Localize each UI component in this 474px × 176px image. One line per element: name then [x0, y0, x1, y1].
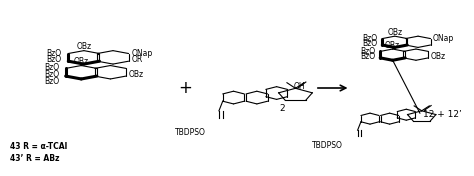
- Text: 12 + 12’: 12 + 12’: [423, 110, 462, 119]
- Text: OBz: OBz: [128, 70, 144, 79]
- Text: BzO: BzO: [360, 46, 375, 56]
- Text: BzO: BzO: [46, 49, 62, 58]
- Text: TBDPSO: TBDPSO: [175, 128, 206, 137]
- Text: BzO: BzO: [362, 39, 377, 48]
- Text: OBz: OBz: [74, 57, 89, 66]
- Text: ONap: ONap: [131, 49, 153, 58]
- Text: 43’ R = ABz: 43’ R = ABz: [10, 154, 60, 163]
- Text: BzO: BzO: [44, 77, 59, 86]
- Text: ONap: ONap: [433, 34, 454, 43]
- Text: BzO: BzO: [46, 55, 62, 64]
- Text: OBz: OBz: [430, 52, 446, 61]
- Text: OH: OH: [293, 82, 305, 91]
- Text: +: +: [178, 79, 192, 97]
- Text: TBDPSO: TBDPSO: [312, 141, 343, 150]
- Text: 43 R = α-TCAl: 43 R = α-TCAl: [10, 142, 67, 151]
- Text: OBz: OBz: [385, 40, 400, 49]
- Text: 2: 2: [279, 104, 285, 113]
- Text: BzO: BzO: [362, 34, 377, 43]
- Text: BzO: BzO: [44, 63, 59, 72]
- Text: OBz: OBz: [76, 42, 91, 51]
- Text: BzO: BzO: [360, 52, 375, 61]
- Text: OR: OR: [131, 55, 142, 64]
- Text: BzO: BzO: [44, 70, 59, 79]
- Text: OBz: OBz: [387, 28, 402, 37]
